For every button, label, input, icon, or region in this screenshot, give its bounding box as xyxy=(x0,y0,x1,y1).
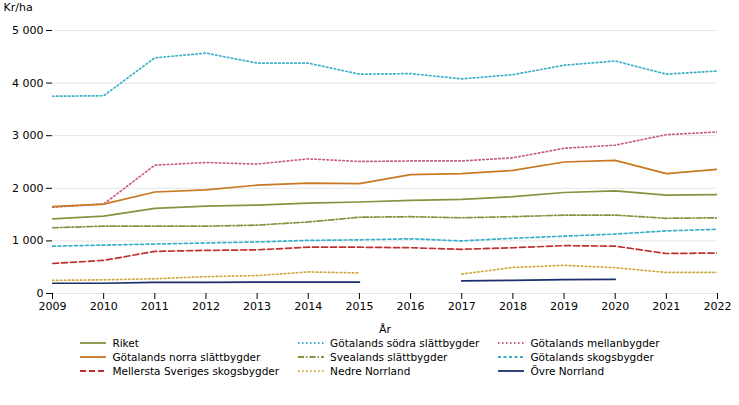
svg-text:2 000: 2 000 xyxy=(12,182,44,195)
svg-text:1 000: 1 000 xyxy=(12,234,44,247)
svg-text:2014: 2014 xyxy=(294,300,322,313)
html-text:Götalands norra slättbygder: Götalands norra slättbygder xyxy=(112,351,261,363)
html-text:Riket: Riket xyxy=(112,337,139,349)
svg-text:2021: 2021 xyxy=(652,300,680,313)
svg-text:2018: 2018 xyxy=(499,300,527,313)
svg-text:2016: 2016 xyxy=(397,300,425,313)
svg-text:2015: 2015 xyxy=(345,300,373,313)
svg-text:5 000: 5 000 xyxy=(12,24,44,37)
svg-text:2019: 2019 xyxy=(550,300,578,313)
svg-text:2010: 2010 xyxy=(90,300,118,313)
svg-text:År: År xyxy=(379,323,392,336)
html-text:Götalands mellanbygder: Götalands mellanbygder xyxy=(530,337,660,349)
html-text:Nedre Norrland: Nedre Norrland xyxy=(330,365,411,377)
html-text:Götalands södra slättbygder: Götalands södra slättbygder xyxy=(330,337,480,349)
svg-text:2012: 2012 xyxy=(192,300,220,313)
html-text:Övre Norrland: Övre Norrland xyxy=(530,365,605,377)
svg-text:2009: 2009 xyxy=(39,300,67,313)
svg-text:2017: 2017 xyxy=(448,300,476,313)
svg-text:4 000: 4 000 xyxy=(12,77,44,90)
svg-text:0: 0 xyxy=(37,287,44,300)
svg-text:3 000: 3 000 xyxy=(12,129,44,142)
html-text:Mellersta Sveriges skogsbygder: Mellersta Sveriges skogsbygder xyxy=(112,365,280,377)
html-text:Svealands slättbygder: Svealands slättbygder xyxy=(330,351,448,363)
svg-text:2013: 2013 xyxy=(243,300,271,313)
html-text:Götalands skogsbygder: Götalands skogsbygder xyxy=(530,351,654,363)
svg-text:Kr/ha: Kr/ha xyxy=(4,1,33,14)
svg-text:2022: 2022 xyxy=(704,300,732,313)
svg-text:2020: 2020 xyxy=(601,300,629,313)
svg-text:2011: 2011 xyxy=(141,300,169,313)
